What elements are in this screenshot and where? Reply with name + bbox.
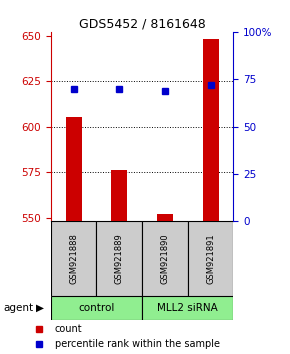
Text: ▶: ▶ <box>36 303 44 313</box>
Bar <box>51 296 142 320</box>
Bar <box>157 214 173 221</box>
Text: GSM921889: GSM921889 <box>115 233 124 284</box>
Bar <box>111 170 127 221</box>
Bar <box>96 221 142 296</box>
Text: percentile rank within the sample: percentile rank within the sample <box>55 339 220 349</box>
Title: GDS5452 / 8161648: GDS5452 / 8161648 <box>79 18 206 31</box>
Text: GSM921891: GSM921891 <box>206 233 215 284</box>
Bar <box>142 296 233 320</box>
Text: agent: agent <box>3 303 33 313</box>
Bar <box>142 221 188 296</box>
Text: control: control <box>78 303 115 313</box>
Text: GSM921890: GSM921890 <box>160 233 169 284</box>
Bar <box>51 221 96 296</box>
Text: count: count <box>55 324 82 334</box>
Bar <box>66 118 81 221</box>
Text: MLL2 siRNA: MLL2 siRNA <box>157 303 218 313</box>
Text: GSM921888: GSM921888 <box>69 233 78 284</box>
Bar <box>188 221 233 296</box>
Bar <box>203 39 219 221</box>
